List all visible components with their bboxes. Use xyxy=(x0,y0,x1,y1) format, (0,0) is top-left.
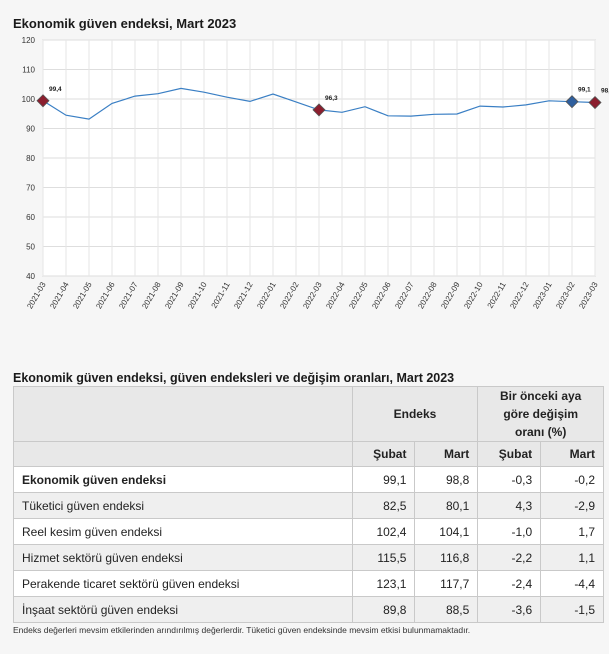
x-tick-label: 2023-03 xyxy=(577,280,600,310)
y-tick-label: 60 xyxy=(26,213,35,222)
x-tick-label: 2021-04 xyxy=(48,280,71,310)
cell-value: 80,1 xyxy=(414,492,479,519)
header-mart-endeks: Mart xyxy=(414,441,479,467)
table-title: Ekonomik güven endeksi, güven endeksleri… xyxy=(13,371,455,385)
table-row: Hizmet sektörü güven endeksi 115,5 116,8… xyxy=(13,544,604,571)
cell-value: 116,8 xyxy=(414,544,479,571)
header-empty-sub xyxy=(13,441,353,467)
header-mart-change: Mart xyxy=(540,441,604,467)
x-tick-label: 2021-12 xyxy=(232,280,255,310)
header-subat-change: Şubat xyxy=(477,441,542,467)
y-tick-label: 50 xyxy=(26,243,35,252)
x-tick-label: 2022-01 xyxy=(255,280,278,310)
y-tick-label: 80 xyxy=(26,154,35,163)
data-point-marker xyxy=(36,94,50,108)
x-tick-label: 2021-09 xyxy=(163,280,186,310)
cell-value: 98,8 xyxy=(414,466,479,493)
table-row: Ekonomik güven endeksi 99,1 98,8 -0,3 -0… xyxy=(13,466,604,493)
cell-value: -1,0 xyxy=(477,518,542,545)
x-tick-label: 2021-07 xyxy=(117,280,140,310)
row-label: Ekonomik güven endeksi xyxy=(13,466,353,493)
x-tick-label: 2022-05 xyxy=(347,280,370,310)
cell-value: -2,4 xyxy=(477,570,542,597)
data-label: 96,3 xyxy=(325,95,338,102)
x-tick-label: 2022-09 xyxy=(439,280,462,310)
y-tick-label: 110 xyxy=(22,66,35,75)
header-empty xyxy=(13,386,353,442)
row-label: İnşaat sektörü güven endeksi xyxy=(13,596,353,623)
chart-title: Ekonomik güven endeksi, Mart 2023 xyxy=(13,16,237,31)
x-tick-label: 2023-02 xyxy=(554,280,577,310)
x-tick-label: 2021-05 xyxy=(71,280,94,310)
cell-value: 99,1 xyxy=(351,466,416,493)
footnote: Endeks değerleri mevsim etkilerinden arı… xyxy=(13,625,471,635)
cell-value: -2,9 xyxy=(540,492,604,519)
x-tick-label: 2022-12 xyxy=(508,280,531,310)
data-point-marker xyxy=(565,95,579,109)
cell-value: 88,5 xyxy=(414,596,479,623)
x-tick-label: 2022-11 xyxy=(486,280,508,310)
cell-value: -0,3 xyxy=(477,466,542,493)
cell-value: 104,1 xyxy=(414,518,479,545)
table-row: İnşaat sektörü güven endeksi 89,8 88,5 -… xyxy=(13,596,604,623)
cell-value: 102,4 xyxy=(351,518,416,545)
row-label: Hizmet sektörü güven endeksi xyxy=(13,544,353,571)
cell-value: -1,5 xyxy=(540,596,604,623)
x-tick-label: 2023-01 xyxy=(531,280,554,310)
y-tick-label: 120 xyxy=(22,36,36,45)
x-tick-label: 2021-03 xyxy=(25,280,48,310)
table-row: Tüketici güven endeksi 82,5 80,1 4,3 -2,… xyxy=(13,492,604,519)
x-tick-label: 2021-06 xyxy=(94,280,117,310)
cell-value: 89,8 xyxy=(351,596,416,623)
row-label: Perakende ticaret sektörü güven endeksi xyxy=(13,570,353,597)
cell-value: -2,2 xyxy=(477,544,542,571)
cell-value: -3,6 xyxy=(477,596,542,623)
table-row: Perakende ticaret sektörü güven endeksi … xyxy=(13,570,604,597)
header-endeks: Endeks xyxy=(351,386,479,442)
x-tick-label: 2022-10 xyxy=(462,280,485,310)
x-tick-label: 2022-04 xyxy=(324,280,347,310)
data-label: 98,8 xyxy=(601,88,609,95)
header-change-rate: Bir önceki aya göre değişim oranı (%) xyxy=(477,386,604,442)
cell-value: 117,7 xyxy=(414,570,479,597)
y-tick-label: 100 xyxy=(22,95,36,104)
cell-value: 1,7 xyxy=(540,518,604,545)
x-tick-label: 2021-10 xyxy=(186,280,209,310)
data-point-marker xyxy=(588,95,602,110)
y-tick-label: 70 xyxy=(26,184,35,193)
cell-value: -0,2 xyxy=(540,466,604,493)
x-tick-label: 2022-03 xyxy=(301,280,324,310)
x-tick-label: 2022-02 xyxy=(278,280,301,310)
x-tick-label: 2021-11 xyxy=(210,280,232,310)
row-label: Tüketici güven endeksi xyxy=(13,492,353,519)
cell-value: -4,4 xyxy=(540,570,604,597)
x-tick-label: 2022-08 xyxy=(416,280,439,310)
confidence-index-table: Endeks Bir önceki aya göre değişim oranı… xyxy=(13,386,604,623)
cell-value: 123,1 xyxy=(351,570,416,597)
data-label: 99,4 xyxy=(49,86,62,93)
x-tick-label: 2021-08 xyxy=(140,280,163,310)
cell-value: 4,3 xyxy=(477,492,542,519)
cell-value: 115,5 xyxy=(351,544,416,571)
data-label: 99,1 xyxy=(578,87,591,94)
y-tick-label: 90 xyxy=(26,125,35,134)
row-label: Reel kesim güven endeksi xyxy=(13,518,353,545)
cell-value: 1,1 xyxy=(540,544,604,571)
x-tick-label: 2022-06 xyxy=(370,280,393,310)
x-tick-label: 2022-07 xyxy=(393,280,416,310)
header-subat-endeks: Şubat xyxy=(351,441,416,467)
y-tick-label: 40 xyxy=(26,272,35,281)
cell-value: 82,5 xyxy=(351,492,416,519)
data-point-marker xyxy=(312,103,326,117)
table-row: Reel kesim güven endeksi 102,4 104,1 -1,… xyxy=(13,518,604,545)
